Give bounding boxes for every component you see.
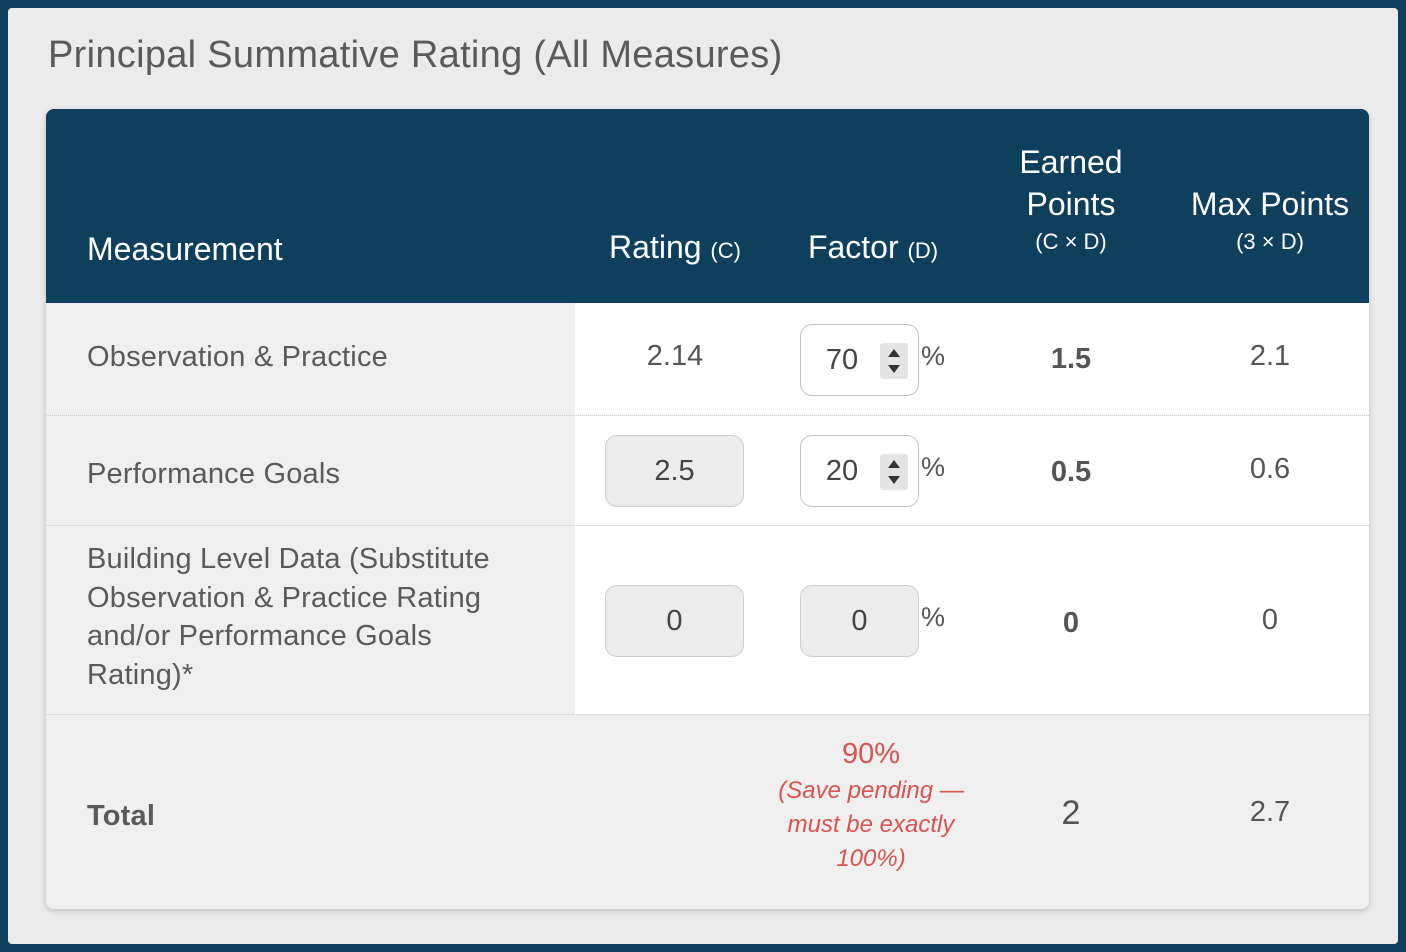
row-label: Performance Goals xyxy=(87,455,340,494)
page-title: Principal Summative Rating (All Measures… xyxy=(48,34,783,76)
spinner-control[interactable] xyxy=(880,343,908,379)
header-factor: Factor (D) xyxy=(775,226,971,272)
rating-input[interactable]: 0 xyxy=(605,585,744,657)
factor-input-value: 20 xyxy=(825,455,859,487)
header-earned-line2: Points xyxy=(1026,186,1116,222)
earned-points-value: 0.5 xyxy=(1050,456,1092,488)
factor-input[interactable]: 20 xyxy=(800,435,919,507)
row-label: Observation & Practice xyxy=(87,338,388,377)
row-label-line: Building Level Data (Substitute xyxy=(87,543,490,575)
row-label: Building Level Data (Substitute Observat… xyxy=(87,540,490,694)
header-measurement: Measurement xyxy=(87,228,283,270)
total-earned-points: 2 xyxy=(1061,794,1081,832)
factor-input-value: 70 xyxy=(825,344,859,376)
total-label: Total xyxy=(87,800,156,832)
header-factor-label: Factor xyxy=(807,229,899,265)
spinner-down-icon[interactable] xyxy=(888,476,900,484)
row-label-line: Performance Goals xyxy=(87,458,341,490)
earned-points-value: 1.5 xyxy=(1050,343,1092,375)
row-label-line: Observation & Practice xyxy=(87,341,388,373)
header-max-sub: (3 × D) xyxy=(1236,229,1304,254)
factor-input[interactable]: 0 xyxy=(800,585,919,657)
header-earned-sub: (C × D) xyxy=(1035,229,1107,254)
total-max-points: 2.7 xyxy=(1249,796,1291,828)
row-label-cell xyxy=(46,416,575,525)
table-row-performance-goals: Performance Goals 2.5 20 % 0.5 0.6 xyxy=(46,416,1369,526)
header-max-line1: Max Points xyxy=(1190,186,1350,222)
header-rating: Rating (C) xyxy=(575,226,775,272)
warning-line: must be exactly xyxy=(787,811,955,838)
row-label-line: and/or Performance Goals xyxy=(87,620,432,652)
factor-input[interactable]: 70 xyxy=(800,324,919,396)
table-row-observation: Observation & Practice 2.14 70 % 1.5 2.1 xyxy=(46,303,1369,416)
header-rating-sub: (C) xyxy=(710,238,741,263)
table-row-total: Total 90% (Save pending — must be exactl… xyxy=(46,716,1369,909)
table-header: Measurement Rating (C) Factor (D) Earned… xyxy=(46,109,1369,303)
max-points-value: 0.6 xyxy=(1249,453,1291,485)
header-measurement-label: Measurement xyxy=(87,231,283,267)
max-points-value: 2.1 xyxy=(1249,340,1291,372)
row-label-cell xyxy=(46,303,575,415)
header-rating-label: Rating xyxy=(609,229,702,265)
max-points-value: 0 xyxy=(1261,604,1279,636)
percent-sign: % xyxy=(921,452,946,482)
spinner-down-icon[interactable] xyxy=(888,365,900,373)
factor-total-value: 90% xyxy=(841,738,901,770)
spinner-control[interactable] xyxy=(880,454,908,490)
percent-sign: % xyxy=(921,602,946,632)
rating-input[interactable]: 2.5 xyxy=(605,435,744,507)
table-row-building-level-data: Building Level Data (Substitute Observat… xyxy=(46,526,1369,715)
rating-table: Measurement Rating (C) Factor (D) Earned… xyxy=(46,109,1369,909)
spinner-up-icon[interactable] xyxy=(888,460,900,468)
panel: Principal Summative Rating (All Measures… xyxy=(8,8,1398,944)
warning-line: 100%) xyxy=(836,845,906,872)
row-label-line: Observation & Practice Rating xyxy=(87,581,482,614)
header-earned-line1: Earned xyxy=(1019,144,1123,180)
row-label-line: Rating)* xyxy=(87,658,194,691)
rating-value: 2.14 xyxy=(646,340,704,372)
warning-line: (Save pending — xyxy=(778,777,964,804)
header-factor-sub: (D) xyxy=(907,238,939,263)
earned-points-value: 0 xyxy=(1062,607,1080,639)
header-earned-points: Earned Points (C × D) xyxy=(971,141,1171,259)
header-max-points: Max Points (3 × D) xyxy=(1171,183,1369,259)
factor-total-warning: 90% (Save pending — must be exactly 100%… xyxy=(746,736,996,878)
row-label-cell xyxy=(46,526,575,714)
percent-sign: % xyxy=(921,341,946,371)
spinner-up-icon[interactable] xyxy=(888,349,900,357)
row-value-area xyxy=(575,303,1369,415)
